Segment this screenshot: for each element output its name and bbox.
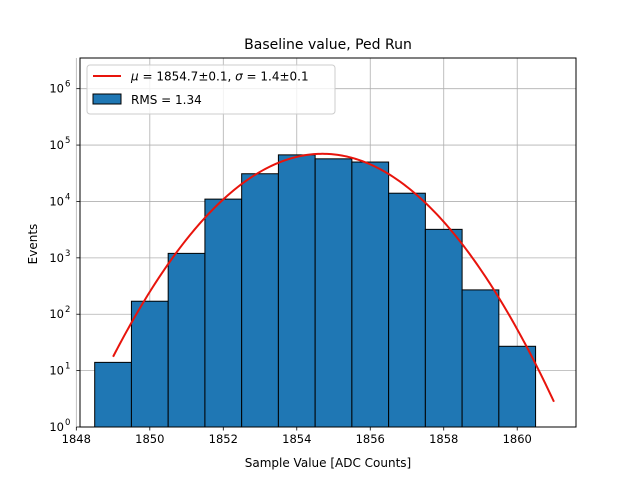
y-tick-exponent: 5 — [65, 136, 70, 146]
x-axis-ticks: 1848 1850 1852 1854 1856 1858 1860 — [62, 427, 532, 446]
x-tick-label: 1852 — [209, 432, 238, 446]
legend-fit-label: μ = 1854.7±0.1, σ = 1.4±0.1 — [130, 70, 309, 84]
x-axis-label: Sample Value [ADC Counts] — [245, 456, 411, 470]
histogram-bar — [277, 154, 316, 428]
histogram-bar — [498, 345, 537, 428]
histogram-bars — [94, 154, 537, 428]
histogram-bar — [388, 192, 426, 428]
legend: μ = 1854.7±0.1, σ = 1.4±0.1 RMS = 1.34 — [86, 64, 336, 115]
y-tick-label: 10 — [49, 82, 64, 96]
y-tick-label: 10 — [49, 307, 64, 321]
x-tick-label: 1858 — [429, 432, 458, 446]
legend-box — [86, 64, 336, 115]
legend-mu-text: = 1854.7±0.1, — [139, 70, 235, 84]
plot-frame — [79, 57, 577, 428]
x-tick-label: 1856 — [356, 432, 385, 446]
legend-sigma-symbol: σ — [235, 70, 243, 84]
histogram-bar — [94, 361, 132, 428]
x-tick-label: 1848 — [62, 432, 91, 446]
x-tick-label: 1854 — [282, 432, 311, 446]
histogram-bar — [167, 252, 206, 428]
histogram-bar — [351, 161, 390, 428]
y-tick-exponent: 6 — [65, 80, 70, 90]
histogram-bar — [241, 173, 279, 428]
y-tick-exponent: 2 — [65, 305, 70, 315]
histogram-bar — [130, 300, 169, 428]
y-tick-exponent: 1 — [65, 362, 70, 372]
histogram-bar — [204, 198, 243, 428]
x-tick-label: 1860 — [503, 432, 532, 446]
histogram-bar — [461, 289, 500, 428]
y-tick-label: 10 — [49, 420, 64, 434]
gaussian-fit-curve — [112, 152, 555, 403]
histogram-bar — [314, 158, 353, 428]
legend-sigma-text: = 1.4±0.1 — [243, 70, 309, 84]
y-tick-label: 10 — [49, 138, 64, 152]
legend-histogram-swatch — [92, 93, 122, 105]
y-tick-label: 10 — [49, 251, 64, 265]
legend-histogram-label: RMS = 1.34 — [131, 93, 202, 107]
y-tick-exponent: 3 — [65, 249, 70, 259]
x-tick-label: 1850 — [135, 432, 164, 446]
y-tick-label: 10 — [49, 194, 64, 208]
y-tick-exponent: 4 — [65, 192, 70, 202]
legend-mu-symbol: μ — [130, 70, 139, 84]
histogram-bar — [424, 228, 463, 428]
y-tick-exponent: 0 — [65, 418, 70, 428]
y-tick-label: 10 — [49, 364, 64, 378]
chart-title: Baseline value, Ped Run — [244, 37, 412, 53]
y-axis-label: Events — [26, 224, 40, 265]
